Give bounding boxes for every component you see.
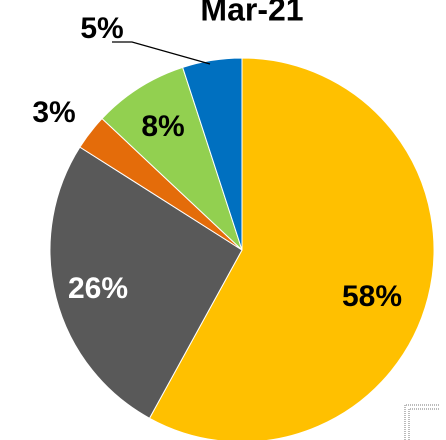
pie-slice [148, 57, 435, 440]
pie-slice [49, 146, 243, 419]
data-label: 3% [32, 96, 75, 129]
leader-line [112, 41, 211, 65]
pie-slice [182, 57, 243, 251]
data-label: 58% [342, 280, 402, 313]
chart-title: Mar-21 [200, 0, 303, 27]
corner-handle [404, 404, 440, 440]
pie-slice [101, 66, 243, 251]
data-label: 5% [80, 12, 123, 45]
data-label: 26% [68, 272, 128, 305]
data-label: 8% [141, 110, 184, 143]
